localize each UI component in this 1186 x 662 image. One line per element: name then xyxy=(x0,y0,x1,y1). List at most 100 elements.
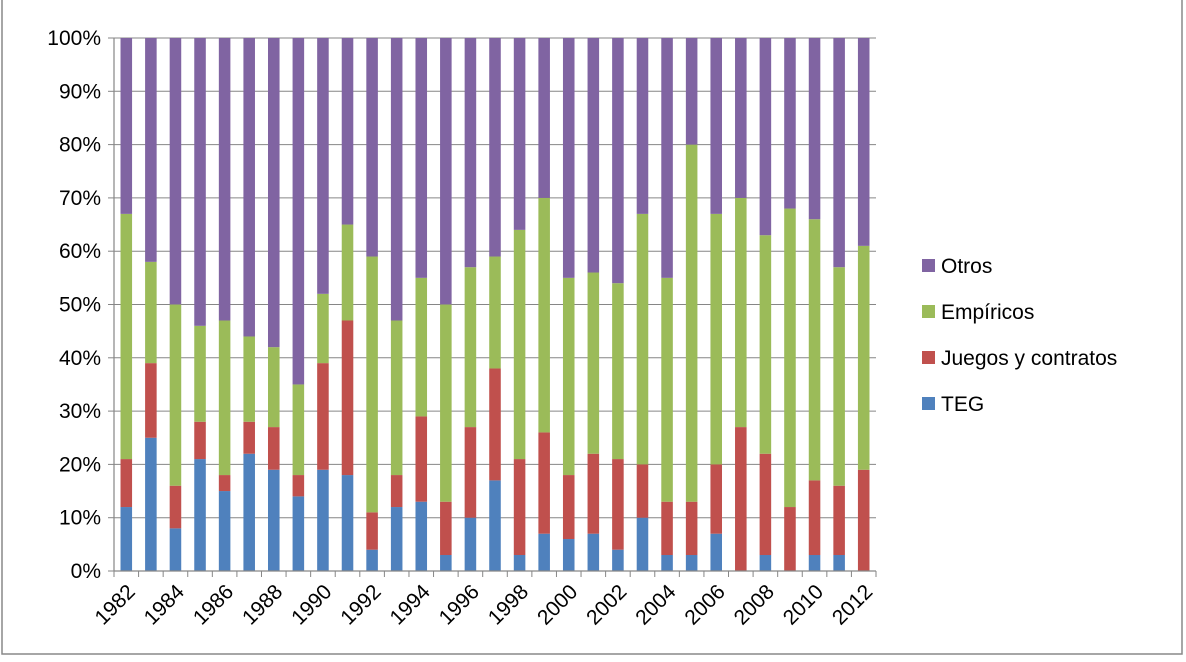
bar-otros-2005 xyxy=(685,38,698,145)
bar-teg-1993 xyxy=(390,507,403,571)
bar-otros-1992 xyxy=(366,38,378,257)
legend-swatch xyxy=(922,259,935,272)
bar-teg-1991 xyxy=(341,475,354,571)
bar-otros-1997 xyxy=(489,38,501,257)
bar-teg-1999 xyxy=(538,533,550,571)
bar-juegos-y-contratos-2000 xyxy=(562,475,575,540)
bar-teg-1983 xyxy=(145,437,157,571)
bar-teg-1986 xyxy=(218,491,231,571)
bar-teg-2010 xyxy=(808,555,821,571)
bar-emp-ricos-2010 xyxy=(808,219,821,481)
y-tick-label: 80% xyxy=(59,134,101,157)
bar-juegos-y-contratos-1997 xyxy=(489,368,501,481)
bar-otros-1989 xyxy=(292,38,305,385)
bar-otros-2007 xyxy=(735,38,747,198)
bar-teg-1996 xyxy=(464,517,477,571)
bars-layer xyxy=(120,38,870,571)
bar-juegos-y-contratos-1983 xyxy=(145,363,157,438)
bar-emp-ricos-2000 xyxy=(562,277,575,476)
bar-emp-ricos-1998 xyxy=(513,229,526,460)
legend: Otros Empíricos Juegos y contratos TEG xyxy=(922,255,1117,416)
bar-otros-2010 xyxy=(808,38,821,220)
bar-teg-1984 xyxy=(169,528,182,571)
y-tick-label: 20% xyxy=(59,453,101,476)
bar-juegos-y-contratos-1984 xyxy=(169,485,182,529)
bar-otros-2008 xyxy=(759,38,772,236)
bar-teg-2000 xyxy=(562,539,575,571)
bar-emp-ricos-2012 xyxy=(857,245,870,470)
bar-juegos-y-contratos-1985 xyxy=(194,421,206,460)
bar-otros-1994 xyxy=(415,38,428,278)
bar-emp-ricos-1997 xyxy=(489,256,501,369)
bar-teg-1988 xyxy=(267,469,280,571)
y-tick-label: 60% xyxy=(59,240,101,263)
y-tick-label: 40% xyxy=(59,347,101,370)
bar-emp-ricos-1992 xyxy=(366,256,378,513)
bar-emp-ricos-2005 xyxy=(685,144,698,502)
bar-juegos-y-contratos-2012 xyxy=(857,469,870,571)
bar-juegos-y-contratos-2009 xyxy=(784,507,796,571)
bar-emp-ricos-1988 xyxy=(267,347,280,428)
bar-teg-1985 xyxy=(194,459,206,571)
bar-juegos-y-contratos-1993 xyxy=(390,475,403,508)
bar-juegos-y-contratos-1998 xyxy=(513,459,526,556)
bar-juegos-y-contratos-1996 xyxy=(464,427,477,518)
bar-otros-1982 xyxy=(120,38,133,214)
bar-juegos-y-contratos-1987 xyxy=(243,421,255,454)
legend-label: TEG xyxy=(941,393,984,416)
bar-otros-2004 xyxy=(661,38,673,278)
bar-teg-1992 xyxy=(366,549,378,571)
y-tick-label: 0% xyxy=(71,560,101,583)
bar-emp-ricos-1984 xyxy=(169,304,182,486)
bar-emp-ricos-1983 xyxy=(145,261,157,364)
bar-emp-ricos-1999 xyxy=(538,197,550,433)
bar-teg-2008 xyxy=(759,555,772,571)
bar-teg-1998 xyxy=(513,555,526,571)
y-tick-label: 100% xyxy=(47,27,101,50)
bar-teg-2002 xyxy=(612,549,624,571)
bar-juegos-y-contratos-2003 xyxy=(636,464,649,518)
bar-juegos-y-contratos-2001 xyxy=(587,453,600,534)
legend-label: Empíricos xyxy=(941,301,1034,324)
bar-otros-1985 xyxy=(194,38,206,326)
bar-emp-ricos-2011 xyxy=(833,267,845,486)
bar-emp-ricos-2009 xyxy=(784,208,796,508)
bar-juegos-y-contratos-2007 xyxy=(735,427,747,571)
bar-teg-1995 xyxy=(440,555,452,571)
bar-teg-2011 xyxy=(833,555,845,571)
bar-emp-ricos-1994 xyxy=(415,277,428,417)
bar-juegos-y-contratos-2008 xyxy=(759,453,772,556)
bar-otros-1983 xyxy=(145,38,157,262)
bar-otros-2012 xyxy=(857,38,870,246)
bar-otros-1987 xyxy=(243,38,255,337)
bar-otros-2002 xyxy=(612,38,624,284)
y-tick-label: 50% xyxy=(59,294,101,317)
bar-juegos-y-contratos-1999 xyxy=(538,432,550,534)
bar-otros-1988 xyxy=(267,38,280,348)
bar-juegos-y-contratos-1991 xyxy=(341,320,354,476)
bar-teg-1987 xyxy=(243,453,255,571)
bar-emp-ricos-2006 xyxy=(710,213,723,465)
y-axis-ticks: 0% 10% 20% 30% 40% 50% 60% 70% 80% 90% 100% xyxy=(47,27,114,583)
bar-juegos-y-contratos-1990 xyxy=(317,363,329,470)
bar-teg-2005 xyxy=(685,555,698,571)
legend-swatch xyxy=(922,351,935,364)
bar-juegos-y-contratos-2004 xyxy=(661,501,673,556)
bar-teg-1989 xyxy=(292,496,305,571)
bar-emp-ricos-1993 xyxy=(390,320,403,476)
bar-otros-2001 xyxy=(587,38,600,273)
legend-label: Otros xyxy=(941,255,992,278)
bar-otros-2000 xyxy=(562,38,575,278)
y-tick-label: 70% xyxy=(59,187,101,210)
bar-emp-ricos-1995 xyxy=(440,304,452,502)
bar-emp-ricos-2007 xyxy=(735,197,747,428)
bar-otros-2011 xyxy=(833,38,845,268)
legend-swatch xyxy=(922,397,935,410)
bar-emp-ricos-1985 xyxy=(194,325,206,422)
bar-emp-ricos-1986 xyxy=(218,320,231,476)
bar-emp-ricos-2001 xyxy=(587,272,600,454)
bar-otros-2009 xyxy=(784,38,796,209)
bar-teg-2003 xyxy=(636,517,649,571)
bar-teg-2004 xyxy=(661,555,673,571)
